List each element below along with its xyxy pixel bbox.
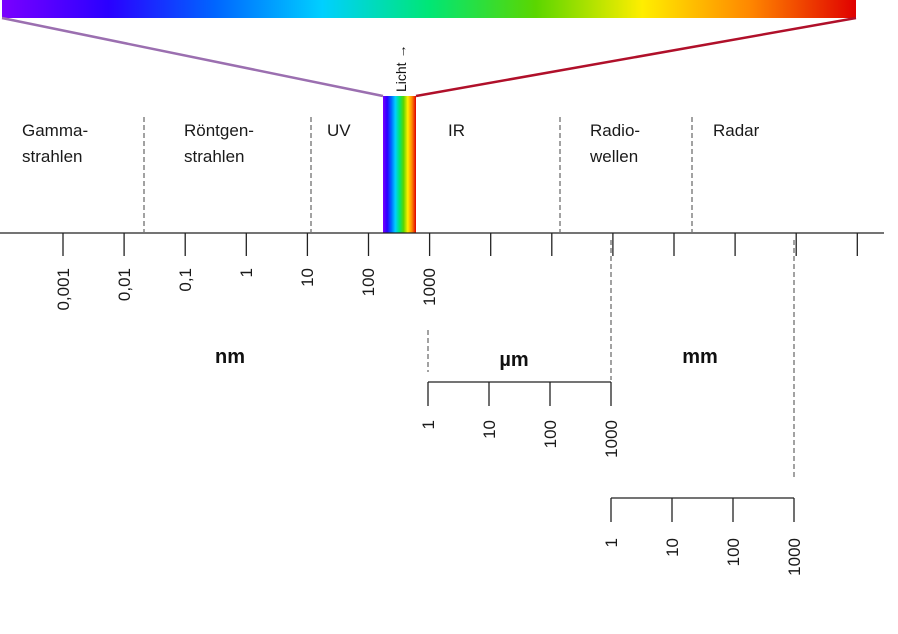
region-labels: Gamma- strahlen Röntgen- strahlen UV IR … bbox=[22, 121, 760, 166]
visible-spectrum-bar bbox=[2, 0, 856, 18]
nm-tick-label: 1000 bbox=[420, 268, 439, 306]
mm-tick-label: 1000 bbox=[785, 538, 804, 576]
nm-tick-label: 1 bbox=[237, 268, 256, 277]
main-axis-ticks bbox=[62, 233, 858, 256]
nm-tick-label: 0,01 bbox=[115, 268, 134, 301]
unit-label-nm: nm bbox=[215, 346, 245, 368]
nm-tick-label: 0,001 bbox=[54, 268, 73, 311]
region-label-xray: Röntgen- strahlen bbox=[184, 121, 259, 166]
region-label-radar: Radar bbox=[713, 121, 760, 140]
region-label-gamma: Gamma- strahlen bbox=[22, 121, 93, 166]
um-tick-labels: 1 10 100 1000 bbox=[419, 420, 621, 458]
um-tick-label: 1000 bbox=[602, 420, 621, 458]
nm-tick-label: 10 bbox=[298, 268, 317, 287]
um-tick-label: 10 bbox=[480, 420, 499, 439]
mm-tick-label: 1 bbox=[602, 538, 621, 547]
violet-projection-line bbox=[1, 16, 384, 98]
region-label-radio: Radio- wellen bbox=[589, 121, 645, 166]
mm-tick-label: 10 bbox=[663, 538, 682, 557]
region-label-ir: IR bbox=[448, 121, 465, 140]
um-axis-ticks bbox=[427, 382, 612, 406]
um-tick-label: 1 bbox=[419, 420, 438, 429]
mm-axis-ticks bbox=[610, 498, 795, 522]
nm-tick-labels: 0,001 0,01 0,1 1 10 100 1000 bbox=[54, 268, 439, 311]
um-tick-label: 100 bbox=[541, 420, 560, 448]
light-label: Licht → bbox=[393, 45, 409, 92]
unit-label-mm: mm bbox=[682, 346, 718, 368]
nm-tick-label: 100 bbox=[359, 268, 378, 296]
mm-tick-labels: 1 10 100 1000 bbox=[602, 538, 804, 576]
scale-connectors bbox=[427, 240, 795, 478]
unit-label-um: µm bbox=[499, 349, 528, 371]
red-projection-line bbox=[415, 16, 857, 98]
mm-tick-label: 100 bbox=[724, 538, 743, 566]
light-strip bbox=[383, 96, 416, 233]
nm-tick-label: 0,1 bbox=[176, 268, 195, 292]
region-boundaries bbox=[143, 117, 693, 232]
region-label-uv: UV bbox=[327, 121, 351, 140]
